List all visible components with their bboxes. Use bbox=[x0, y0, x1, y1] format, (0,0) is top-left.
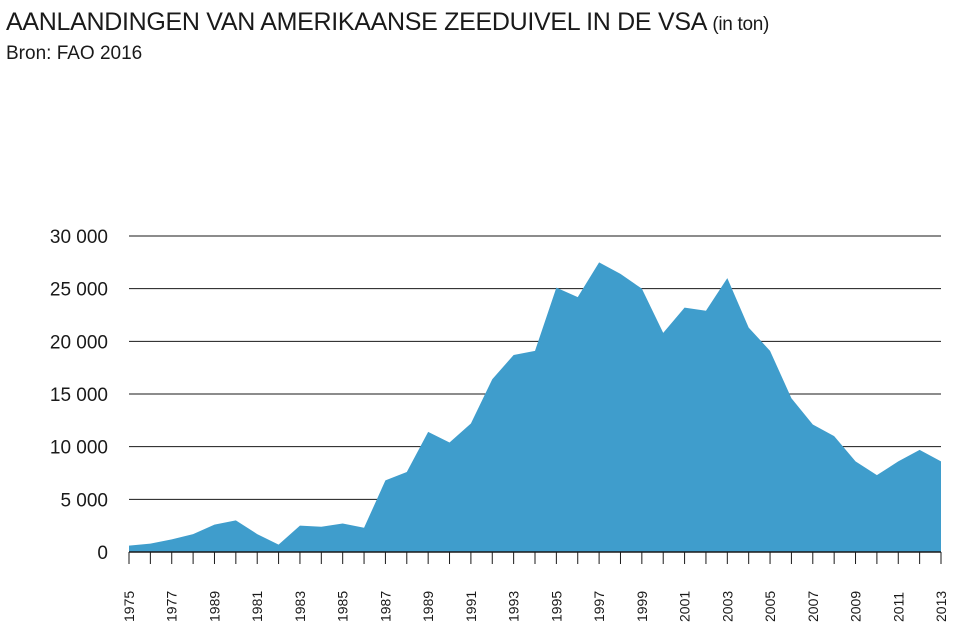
x-tick-label: 1985 bbox=[335, 591, 351, 622]
y-tick-label: 0 bbox=[97, 543, 108, 564]
x-tick-label: 1989 bbox=[420, 591, 436, 622]
x-tick-label: 2001 bbox=[677, 591, 693, 622]
x-tick-label: 2009 bbox=[848, 591, 864, 622]
x-tick-label: 2007 bbox=[805, 591, 821, 622]
x-tick-label: 2003 bbox=[719, 591, 735, 622]
y-tick-label: 30 000 bbox=[50, 227, 108, 248]
x-tick-label: 1993 bbox=[506, 591, 522, 622]
x-tick-label: 1995 bbox=[548, 591, 564, 622]
y-tick-label: 15 000 bbox=[50, 385, 108, 406]
y-tick-label: 10 000 bbox=[50, 438, 108, 459]
x-tick-label: 1981 bbox=[249, 591, 265, 622]
chart-title: AANLANDINGEN VAN AMERIKAANSE ZEEDUIVEL I… bbox=[6, 8, 769, 37]
y-tick-label: 25 000 bbox=[50, 280, 108, 301]
x-axis-ticks: 1975 1977 1989 1981 1983 1985 1987 1989 1991 1993… bbox=[121, 591, 949, 622]
chart-title-unit: (in ton) bbox=[712, 14, 770, 35]
x-tick-label: 1999 bbox=[634, 591, 650, 622]
x-tick-label: 1987 bbox=[377, 591, 393, 622]
chart-title-text: AANLANDINGEN VAN AMERIKAANSE ZEEDUIVEL I… bbox=[6, 8, 706, 36]
area-fill bbox=[129, 262, 941, 552]
y-tick-label: 20 000 bbox=[50, 332, 108, 353]
x-tick-label: 2011 bbox=[890, 592, 906, 622]
x-axis bbox=[128, 551, 942, 564]
y-axis-ticks: 0 5 000 10 000 15 000 20 000 25 000 30 000 bbox=[50, 227, 108, 564]
x-tick-label: 1989 bbox=[206, 591, 222, 622]
x-tick-label: 1975 bbox=[121, 591, 137, 622]
x-tick-label: 2013 bbox=[933, 591, 949, 622]
x-tick-label: 1991 bbox=[463, 591, 479, 622]
x-tick-label: 1997 bbox=[591, 591, 607, 622]
y-tick-label: 5 000 bbox=[60, 490, 108, 511]
area-series bbox=[129, 262, 941, 552]
x-tick-label: 1977 bbox=[164, 591, 180, 622]
chart-source: Bron: FAO 2016 bbox=[6, 43, 143, 64]
x-tick-label: 2005 bbox=[762, 591, 778, 622]
x-tick-label: 1983 bbox=[292, 591, 308, 622]
